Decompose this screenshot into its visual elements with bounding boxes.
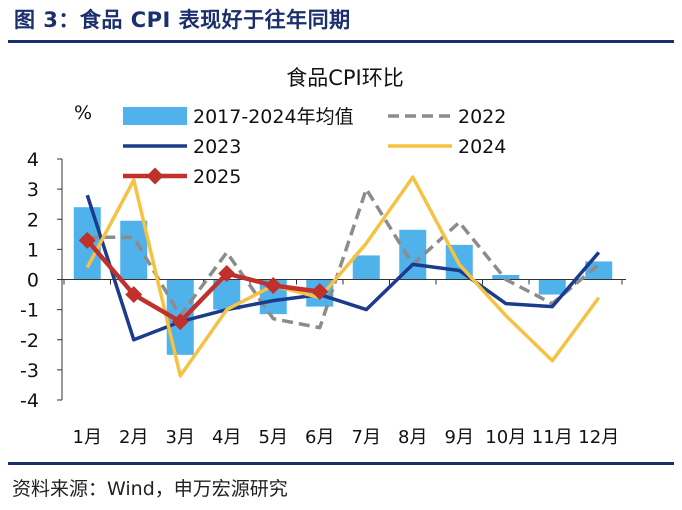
x-tick-label: 12月 <box>578 427 619 448</box>
bar-2 <box>120 220 148 280</box>
series-line-2022 <box>87 187 600 330</box>
x-tick-label: 1月 <box>73 427 102 448</box>
source-rule <box>8 462 674 465</box>
series-line-2025 <box>85 238 321 324</box>
x-tick-label: 5月 <box>259 427 288 448</box>
x-tick-label: 8月 <box>398 427 427 448</box>
axes-group: -4 -3 -2 -1 0 1 2 3 4 1月 2月 3月 4月 5月 6月 7月 8月 9月 10月 11月 12月 <box>20 149 626 448</box>
legend-label: 2024 <box>458 136 506 158</box>
y-tick-label: -1 <box>20 300 39 322</box>
y-tick-label: 3 <box>27 179 39 201</box>
legend-swatch-bar <box>123 107 187 125</box>
x-tick-label: 10月 <box>485 427 526 448</box>
bar-12 <box>585 261 613 280</box>
legend-label: 2022 <box>458 106 506 128</box>
x-tick-label: 4月 <box>212 427 241 448</box>
x-tick-label: 6月 <box>305 427 334 448</box>
legend-label: 2025 <box>193 166 241 188</box>
legend-marker-2025 <box>146 167 164 185</box>
x-tick-label: 9月 <box>445 427 474 448</box>
y-tick-label: -2 <box>20 330 39 352</box>
figure-title: 图 3：食品 CPI 表现好于往年同期 <box>14 8 351 32</box>
legend-label: 2023 <box>193 136 241 158</box>
y-tick-label: 4 <box>27 149 39 171</box>
y-tick-label: 1 <box>27 239 39 261</box>
title-rule <box>8 40 674 43</box>
bar-10 <box>492 274 520 280</box>
chart-title: 食品CPI环比 <box>286 66 404 90</box>
series-line-2024 <box>85 175 601 378</box>
x-tick-label: 3月 <box>166 427 195 448</box>
legend-label: 2017-2024年均值 <box>193 106 354 128</box>
series-line-2023 <box>85 194 601 342</box>
bar-11 <box>538 279 566 295</box>
series-marker-2025 <box>78 231 96 249</box>
source-note: 资料来源：Wind，申万宏源研究 <box>12 478 288 500</box>
y-tick-label: -4 <box>20 390 39 412</box>
legend: 2017-2024年均值 2022 2023 2024 2025 <box>123 106 506 188</box>
x-tick-label: 2月 <box>119 427 148 448</box>
series-marker-2025 <box>311 283 329 301</box>
y-axis-label: % <box>74 102 92 124</box>
y-tick-label: 0 <box>27 270 39 292</box>
series-marker-2025 <box>264 277 282 295</box>
series-marker-2025 <box>171 313 189 331</box>
y-tick-label: -3 <box>20 360 39 382</box>
x-tick-label: 7月 <box>352 427 381 448</box>
lines-group <box>78 175 601 378</box>
chart: 食品CPI环比 % 2017-2024年均值 2022 2023 2024 2025 -… <box>20 66 626 448</box>
bar-7 <box>352 255 380 280</box>
y-tick-label: 2 <box>27 209 39 231</box>
series-marker-2025 <box>218 264 236 282</box>
x-tick-label: 11月 <box>532 427 573 448</box>
